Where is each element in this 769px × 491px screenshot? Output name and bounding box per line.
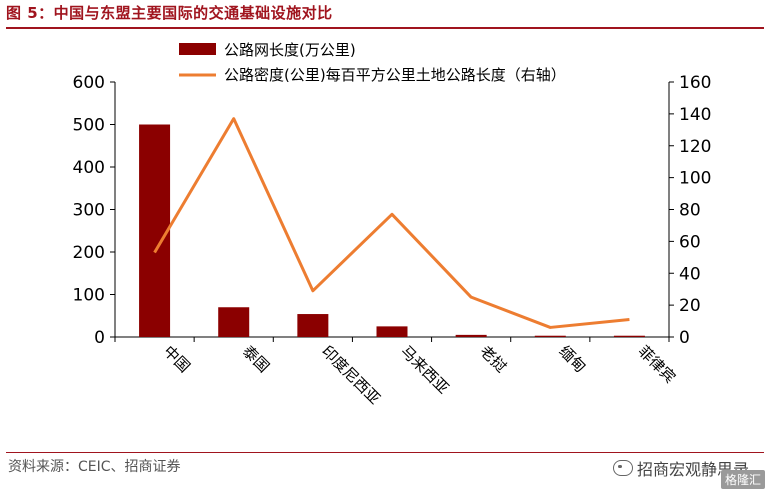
- figure-title: 图 5：中国与东盟主要国际的交通基础设施对比: [6, 4, 333, 22]
- legend-line-label: 公路密度(公里)每百平方公里土地公路长度（右轴）: [224, 66, 566, 84]
- density-line: [153, 117, 630, 329]
- left-tick-label: 100: [73, 286, 105, 306]
- right-tick-label: 120: [679, 137, 711, 157]
- bar: [613, 335, 645, 337]
- bar: [139, 124, 171, 337]
- category-label: 中国: [160, 342, 194, 376]
- left-tick-label: 200: [73, 243, 105, 263]
- left-tick-label: 0: [94, 328, 105, 348]
- right-tick-label: 60: [679, 232, 701, 252]
- watermark-badge: 格隆汇: [720, 470, 765, 489]
- bar: [455, 334, 487, 337]
- bar: [376, 326, 408, 337]
- legend-bar-label: 公路网长度(万公里): [224, 41, 356, 59]
- category-label: 泰国: [239, 342, 273, 376]
- wechat-icon: [612, 460, 633, 476]
- left-tick-label: 500: [73, 116, 105, 136]
- bar: [218, 307, 250, 337]
- category-label: 缅甸: [555, 342, 589, 376]
- bar: [534, 335, 566, 337]
- category-label: 老挝: [476, 342, 510, 376]
- category-label: 马来西亚: [397, 342, 452, 397]
- footer-rule: [6, 452, 764, 453]
- right-tick-label: 40: [679, 264, 701, 284]
- legend-bar-swatch: [179, 43, 216, 55]
- right-tick-label: 80: [679, 201, 701, 221]
- right-tick-label: 0: [679, 328, 690, 348]
- right-tick-label: 100: [679, 169, 711, 189]
- bar: [297, 314, 329, 337]
- right-tick-label: 140: [679, 105, 711, 125]
- left-tick-label: 600: [73, 73, 105, 93]
- title-rule: [6, 27, 764, 29]
- left-tick-label: 400: [73, 158, 105, 178]
- right-tick-label: 160: [679, 73, 711, 93]
- category-label: 菲律宾: [635, 342, 680, 387]
- source-note: 资料来源：CEIC、招商证券: [8, 459, 181, 475]
- left-tick-label: 300: [73, 201, 105, 221]
- category-label: 印度尼西亚: [318, 342, 384, 408]
- right-tick-label: 20: [679, 296, 701, 316]
